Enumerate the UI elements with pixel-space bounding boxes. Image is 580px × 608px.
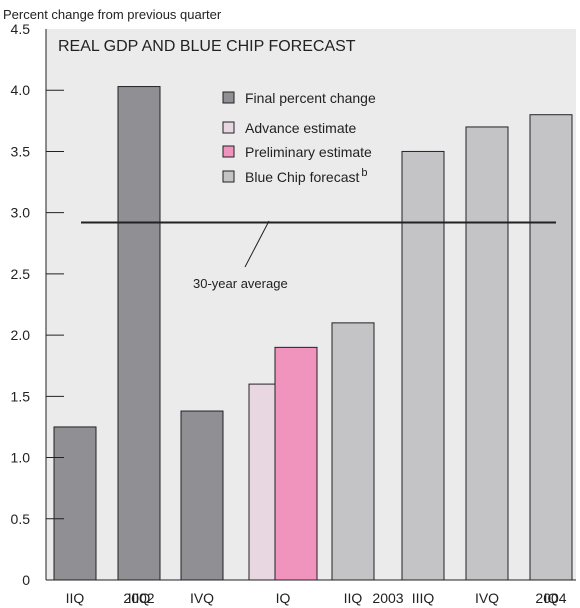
y-tick-label-1: 0.5 <box>11 511 31 527</box>
bar-2 <box>180 410 224 581</box>
bar-8 <box>529 114 573 581</box>
legend-swatch-2 <box>222 145 235 158</box>
legend-swatch-0 <box>222 91 235 104</box>
y-tick-label-9: 4.5 <box>11 21 31 37</box>
reference-line-label: 30-year average <box>193 276 288 291</box>
chart-title: REAL GDP AND BLUE CHIP FORECAST <box>58 38 356 55</box>
y-tick-label-6: 3.0 <box>11 205 31 221</box>
x-year-label-2: 2004 <box>535 590 566 606</box>
x-year-label-1: 2003 <box>372 590 403 606</box>
x-tick-label-4: IIQ <box>344 590 363 606</box>
bar-0 <box>53 426 97 581</box>
x-tick-label-3: IQ <box>276 590 291 606</box>
y-axis-title: Percent change from previous quarter <box>3 7 222 22</box>
y-tick-label-8: 4.0 <box>11 82 31 98</box>
legend-swatch-3 <box>222 170 235 183</box>
legend-label-3: Blue Chip forecast <box>245 169 360 185</box>
bar-4 <box>274 346 318 581</box>
bar-5 <box>331 322 375 581</box>
legend-label-1: Advance estimate <box>245 120 356 136</box>
y-tick-label-3: 1.5 <box>11 388 31 404</box>
y-tick-label-0: 0 <box>22 572 30 588</box>
x-tick-label-0: IIQ <box>66 590 85 606</box>
y-tick-label-4: 2.0 <box>11 327 31 343</box>
legend-swatch-1 <box>222 121 235 134</box>
legend-label-2: Preliminary estimate <box>245 144 372 160</box>
reference-leader-line <box>244 220 270 268</box>
x-year-label-0: 2002 <box>123 590 154 606</box>
x-tick-label-7: IQ <box>544 590 559 606</box>
y-tick-label-2: 1.0 <box>11 450 31 466</box>
legend-superscript-3: b <box>361 167 367 179</box>
y-tick-label-5: 2.5 <box>11 266 31 282</box>
legend-label-0: Final percent change <box>245 90 376 106</box>
bar-3 <box>248 383 276 581</box>
x-tick-label-1: IIIQ <box>128 590 151 606</box>
y-tick-label-7: 3.5 <box>11 143 31 159</box>
x-tick-label-5: IIIQ <box>412 590 435 606</box>
x-tick-label-2: IVQ <box>190 590 214 606</box>
bar-6 <box>401 150 445 581</box>
x-tick-label-6: IVQ <box>475 590 499 606</box>
bar-1 <box>117 86 161 581</box>
bar-7 <box>465 126 509 581</box>
